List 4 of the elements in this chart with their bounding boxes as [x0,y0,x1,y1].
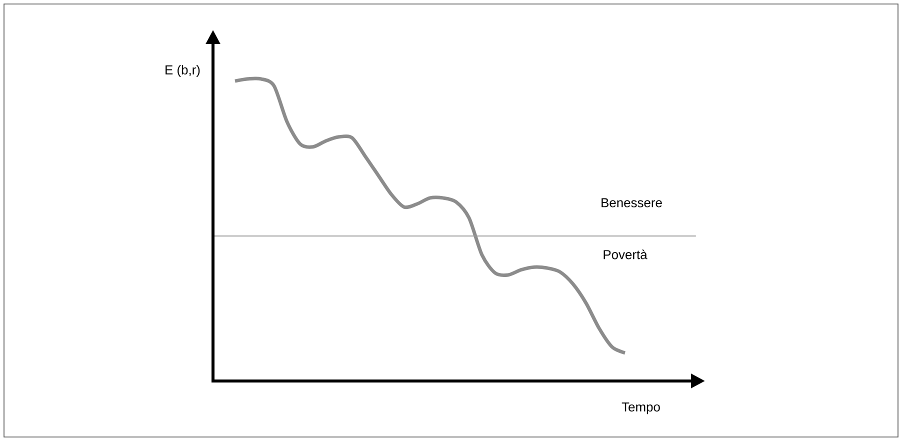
annotation: Povertà [604,250,648,260]
y-axis-title: E (b,r) [166,64,200,78]
x-axis-title: Tempo [622,402,660,414]
annotation: Benessere [602,198,662,208]
